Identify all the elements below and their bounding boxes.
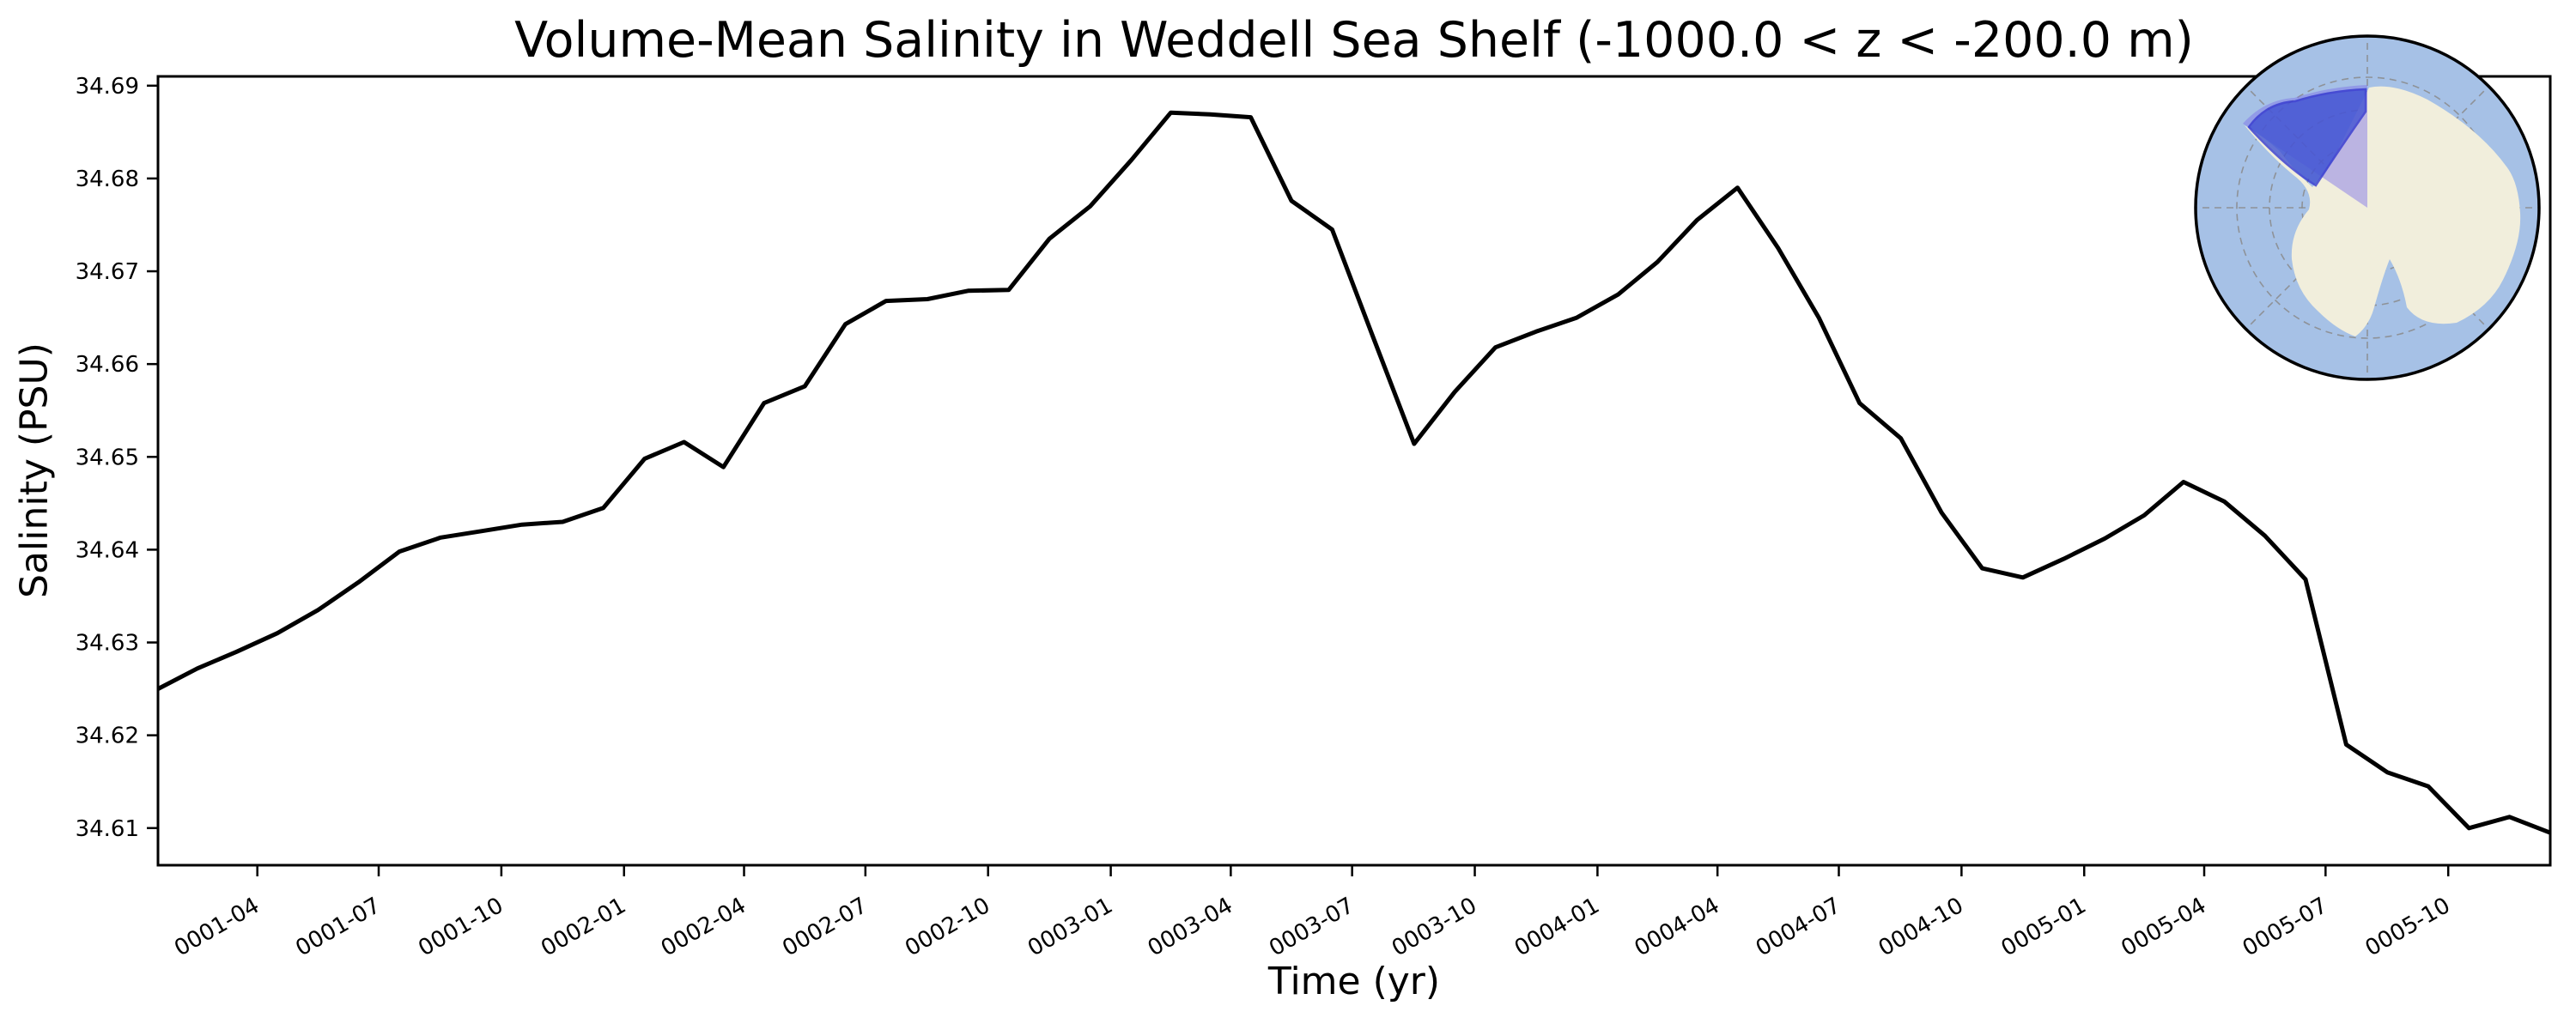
y-tick-label: 34.62 (76, 724, 139, 749)
salinity-series-line (156, 110, 2551, 835)
x-tick-label: 0001-10 (414, 893, 507, 961)
x-tick-label: 0003-04 (1144, 893, 1237, 961)
x-tick-label: 0004-04 (1631, 893, 1724, 961)
inset-border-circle (2194, 34, 2541, 381)
x-tick-label: 0001-04 (170, 893, 264, 961)
salinity-polyline (156, 110, 2551, 835)
x-tick-label: 0005-10 (2361, 893, 2455, 961)
weddell-shelf-region (2247, 88, 2367, 187)
x-tick-label: 0004-01 (1510, 893, 1604, 961)
y-axis-label: Salinity (PSU) (12, 342, 57, 598)
x-tick-label: 0004-10 (1874, 893, 1968, 961)
x-tick-label: 0005-01 (1997, 893, 2091, 961)
y-tick-label: 34.68 (76, 167, 139, 192)
y-tick-label: 34.67 (76, 259, 139, 285)
x-tick-label: 0002-01 (537, 893, 630, 961)
y-tick-label: 34.65 (76, 445, 139, 470)
x-tick-label: 0002-04 (657, 893, 750, 961)
y-tick-label: 34.63 (76, 631, 139, 657)
x-tick-label: 0004-07 (1752, 893, 1845, 961)
x-tick-label: 0005-04 (2117, 893, 2210, 961)
y-tick-label: 34.66 (76, 352, 139, 378)
antarctica-inset-map (2194, 34, 2541, 381)
y-tick-label: 34.61 (76, 816, 139, 842)
y-tick-label: 34.69 (76, 74, 139, 100)
x-tick-label: 0003-01 (1024, 893, 1117, 961)
chart-title: Volume-Mean Salinity in Weddell Sea Shel… (514, 12, 2194, 69)
x-tick-label: 0002-10 (901, 893, 994, 961)
x-tick-label: 0005-07 (2239, 893, 2332, 961)
x-tick-label: 0003-07 (1265, 893, 1358, 961)
y-tick-label: 34.64 (76, 537, 139, 563)
axes-layer: 34.61 34.62 34.63 34.64 34.65 34.66 34.67 34.68… (76, 74, 2552, 961)
x-tick-label: 0002-07 (778, 893, 872, 961)
plot-frame (156, 75, 2552, 867)
x-tick-label: 0003-10 (1388, 893, 1481, 961)
x-tick-label: 0001-07 (291, 893, 385, 961)
x-axis-label: Time (yr) (1267, 960, 1441, 1003)
antarctica-landmass (2245, 86, 2521, 336)
